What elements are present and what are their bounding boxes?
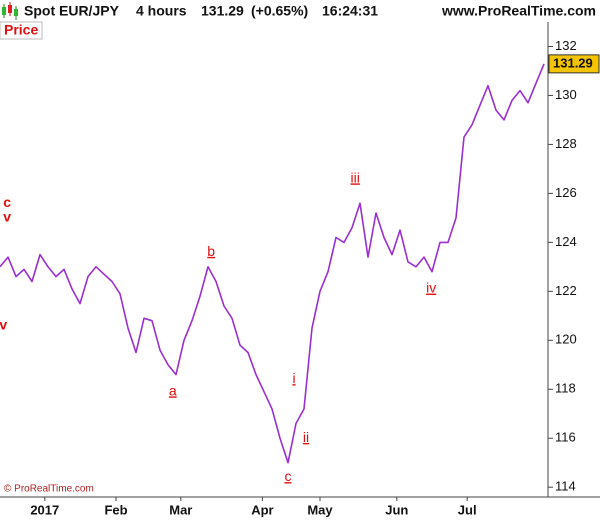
y-tick-label: 128 xyxy=(555,136,577,151)
price-line xyxy=(0,63,545,464)
wave-label: i xyxy=(292,370,295,386)
y-tick-label: 126 xyxy=(555,185,577,200)
panel-label-box xyxy=(0,21,43,40)
wave-label: c xyxy=(3,194,11,210)
panel-label: Price xyxy=(4,22,38,38)
x-tick-label: Jun xyxy=(385,502,408,517)
wave-label: b xyxy=(207,243,215,259)
watermark: © ProRealTime.com xyxy=(4,484,94,495)
y-tick-label: 116 xyxy=(555,430,576,445)
last-value-box xyxy=(548,54,600,74)
x-tick-label: Apr xyxy=(251,502,273,517)
time: 16:24:31 xyxy=(322,3,378,19)
last-price: 131.29 xyxy=(201,3,244,19)
y-tick-label: 124 xyxy=(555,234,577,249)
x-tick-label: Mar xyxy=(169,502,192,517)
wave-label: v xyxy=(0,316,7,332)
y-tick-label: 114 xyxy=(555,479,576,494)
last-value-label: 131.29 xyxy=(553,55,593,70)
y-tick-label: 118 xyxy=(555,381,576,396)
wave-label: c xyxy=(285,468,292,484)
wave-label: iii xyxy=(351,169,360,185)
x-tick-label: May xyxy=(307,502,333,517)
header-icon xyxy=(2,2,18,20)
y-tick-label: 120 xyxy=(555,332,577,347)
symbol: Spot EUR/JPY xyxy=(24,3,120,19)
x-tick-label: Jul xyxy=(458,502,477,517)
x-tick-label: Feb xyxy=(104,502,127,517)
wave-label: v xyxy=(3,209,11,225)
wave-label: ii xyxy=(303,429,309,445)
timeframe: 4 hours xyxy=(136,3,187,19)
change: (+0.65%) xyxy=(251,3,308,19)
x-tick-label: 2017 xyxy=(30,502,59,517)
y-tick-label: 130 xyxy=(555,87,577,102)
header: Spot EUR/JPY 4 hours 131.29 (+0.65%) 16:… xyxy=(2,2,596,20)
y-tick-label: 122 xyxy=(555,283,577,298)
wave-label: iv xyxy=(426,280,436,296)
wave-label: a xyxy=(169,382,177,398)
site: www.ProRealTime.com xyxy=(441,3,596,19)
y-tick-label: 132 xyxy=(555,38,577,53)
